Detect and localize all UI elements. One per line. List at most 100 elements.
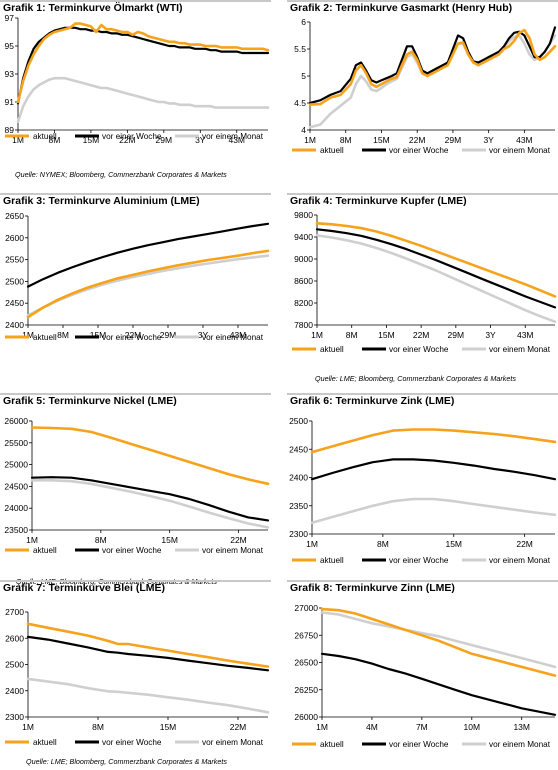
- x-tick-label: 22M: [119, 135, 136, 145]
- legend: aktuell vor einer Woche vor einem Monat: [292, 556, 551, 565]
- y-tick-label: 2300: [289, 529, 308, 539]
- legend-label-aktuell: aktuell: [33, 738, 57, 747]
- chart-title: Grafik 4: Terminkurve Kupfer (LME): [290, 195, 467, 207]
- x-tick-label: 29M: [160, 330, 177, 340]
- series-line-woche: [315, 228, 557, 309]
- y-tick-label: 2600: [5, 633, 24, 643]
- legend-label-woche: vor einer Woche: [389, 146, 449, 155]
- legend: aktuell vor einer Woche vor einem Monat: [5, 333, 264, 342]
- chart-title: Grafik 7: Terminkurve Blei (LME): [3, 582, 166, 594]
- x-tick-label: 8M: [92, 722, 104, 732]
- axes: 7800 8200 8600 9000 9400 9800 1M 8M 15M 22M 29M 3Y 4…: [294, 210, 555, 340]
- y-tick-label: 2700: [5, 607, 24, 617]
- legend-label-aktuell: aktuell: [33, 546, 57, 555]
- x-tick-label: 43M: [517, 330, 534, 340]
- axes: 23500 24000 24500 25000 25500 26000 1M 8M 15M 22M: [4, 416, 268, 545]
- legend-label-aktuell: aktuell: [320, 740, 344, 749]
- y-tick-label: 26250: [294, 685, 318, 695]
- y-tick-label: 25000: [4, 460, 28, 470]
- legend-label-aktuell: aktuell: [320, 146, 344, 155]
- series-line-woche: [26, 222, 270, 288]
- x-tick-label: 29M: [156, 135, 173, 145]
- x-tick-label: 8M: [95, 535, 107, 545]
- x-tick-label: 3Y: [483, 135, 494, 145]
- series-line-aktuell: [26, 622, 270, 668]
- y-tick-label: 26750: [294, 630, 318, 640]
- chart-title: Grafik 8: Terminkurve Zinn (LME): [290, 582, 455, 594]
- x-tick-label: 8M: [57, 330, 69, 340]
- chart-panel-7: Grafik 7: Terminkurve Blei (LME) 2300 240…: [0, 580, 271, 770]
- x-tick-label: 22M: [516, 539, 533, 549]
- x-tick-label: 1M: [316, 722, 328, 732]
- x-tick-label: 1M: [22, 722, 34, 732]
- y-tick-label: 7800: [294, 320, 313, 330]
- x-tick-label: 3Y: [198, 330, 209, 340]
- x-tick-label: 1M: [26, 535, 38, 545]
- y-tick-label: 26000: [294, 712, 318, 722]
- x-tick-label: 7M: [416, 722, 428, 732]
- series-line-monat: [26, 254, 270, 317]
- y-tick-label: 26000: [4, 416, 28, 426]
- chart-panel-3: Grafik 3: Terminkurve Aluminium (LME) 24…: [0, 193, 271, 383]
- source-note: Quelle: LME; Bloomberg, Commerzbank Corp…: [315, 374, 516, 383]
- y-tick-label: 5.5: [294, 44, 306, 54]
- x-tick-label: 43M: [516, 135, 533, 145]
- chart-title: Grafik 2: Terminkurve Gasmarkt (Henry Hu…: [290, 2, 513, 14]
- series-line-woche: [26, 635, 270, 672]
- legend-label-monat: vor einem Monat: [202, 738, 264, 747]
- series-line-woche: [30, 476, 270, 522]
- y-tick-label: 2600: [5, 233, 24, 243]
- chart-title: Grafik 6: Terminkurve Zink (LME): [290, 395, 455, 407]
- x-tick-label: 29M: [448, 330, 465, 340]
- legend: aktuell vor einer Woche vor einem Monat: [292, 740, 551, 749]
- y-tick-label: 4: [301, 125, 306, 135]
- y-tick-label: 25500: [4, 438, 28, 448]
- x-tick-label: 15M: [373, 135, 390, 145]
- x-tick-label: 1M: [304, 135, 316, 145]
- legend: aktuell vor einer Woche vor einem Monat: [5, 132, 264, 141]
- y-tick-label: 6: [301, 17, 306, 27]
- legend-label-aktuell: aktuell: [33, 333, 57, 342]
- chart-plot: 4 4.5 5 5.5 6 1M 8M 15M 22M 29M 3Y 43M aktuell vor ei…: [292, 17, 557, 155]
- legend-label-monat: vor einem Monat: [489, 146, 551, 155]
- y-tick-label: 5: [301, 71, 306, 81]
- legend-label-aktuell: aktuell: [320, 345, 344, 354]
- y-tick-label: 26500: [294, 658, 318, 668]
- series-line-monat: [26, 677, 270, 714]
- y-tick-label: 4.5: [294, 98, 306, 108]
- chart-panel-4: Grafik 4: Terminkurve Kupfer (LME) 7800 8…: [287, 193, 558, 383]
- series-line-aktuell: [310, 428, 557, 454]
- series-line-monat: [315, 234, 557, 323]
- legend: aktuell vor einer Woche vor einem Monat: [5, 546, 264, 555]
- x-tick-label: 43M: [228, 135, 245, 145]
- y-tick-label: 24500: [4, 481, 28, 491]
- series-line-woche: [310, 458, 557, 481]
- axes: 89 91 93 95 97 1M 8M 15M 22M 29M 3Y 43M: [5, 13, 268, 145]
- legend: aktuell vor einer Woche vor einem Monat: [5, 738, 264, 747]
- source-note: Quelle: NYMEX; Bloomberg, Commerzbank Co…: [15, 170, 227, 179]
- panel-divider: [0, 580, 271, 582]
- x-tick-label: 15M: [161, 535, 178, 545]
- x-tick-label: 8M: [346, 330, 358, 340]
- chart-plot: 23500 24000 24500 25000 25500 26000 1M 8M 15M 22M…: [4, 416, 270, 555]
- legend-label-aktuell: aktuell: [320, 556, 344, 565]
- legend: aktuell vor einer Woche vor einem Monat: [292, 146, 551, 155]
- x-tick-label: 22M: [125, 330, 142, 340]
- series-line-monat: [308, 34, 557, 129]
- axes: 2300 2350 2400 2450 2500 1M 8M 15M 22M: [289, 416, 555, 549]
- legend-label-monat: vor einem Monat: [489, 345, 551, 354]
- x-tick-label: 15M: [445, 539, 462, 549]
- x-tick-label: 4M: [366, 722, 378, 732]
- series-line-aktuell: [308, 28, 557, 106]
- y-tick-label: 2300: [5, 712, 24, 722]
- x-tick-label: 22M: [413, 330, 430, 340]
- x-tick-label: 15M: [160, 722, 177, 732]
- legend-label-monat: vor einem Monat: [202, 546, 264, 555]
- x-tick-label: 22M: [409, 135, 426, 145]
- y-tick-label: 2550: [5, 255, 24, 265]
- panel-divider: [287, 580, 558, 582]
- y-tick-label: 27000: [294, 603, 318, 613]
- chart-title: Grafik 5: Terminkurve Nickel (LME): [3, 395, 177, 407]
- x-tick-label: 13M: [513, 722, 530, 732]
- x-tick-label: 3Y: [485, 330, 496, 340]
